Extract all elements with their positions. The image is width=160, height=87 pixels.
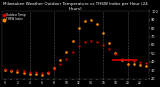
Point: [4, 68, 6, 69]
Point: [108, 49, 111, 50]
Point: [145, 65, 147, 67]
Point: [77, 45, 80, 47]
Point: [47, 71, 49, 73]
Point: [28, 73, 31, 74]
Point: [77, 27, 80, 29]
Point: [120, 60, 123, 61]
Point: [41, 74, 43, 75]
Point: [71, 40, 74, 41]
Point: [114, 53, 117, 54]
Point: [139, 61, 141, 63]
Point: [22, 72, 25, 74]
Point: [59, 63, 62, 64]
Point: [126, 60, 129, 61]
Point: [16, 71, 19, 73]
Point: [145, 62, 147, 63]
Point: [35, 71, 37, 73]
Point: [126, 63, 129, 64]
Point: [71, 51, 74, 52]
Point: [16, 70, 19, 71]
Point: [114, 54, 117, 55]
Point: [22, 71, 25, 72]
Point: [120, 58, 123, 59]
Legend: Outdoor Temp, THSW Index: Outdoor Temp, THSW Index: [4, 13, 26, 21]
Point: [102, 32, 104, 34]
Point: [90, 40, 92, 41]
Title: Milwaukee Weather Outdoor Temperature vs THSW Index per Hour (24 Hours): Milwaukee Weather Outdoor Temperature vs…: [3, 2, 148, 11]
Point: [96, 23, 98, 25]
Point: [108, 43, 111, 44]
Point: [65, 51, 68, 52]
Point: [139, 65, 141, 66]
Point: [96, 41, 98, 42]
Point: [65, 58, 68, 59]
Point: [102, 44, 104, 46]
Point: [4, 70, 6, 71]
Point: [59, 60, 62, 61]
Point: [53, 68, 55, 69]
Point: [84, 21, 86, 22]
Point: [132, 64, 135, 65]
Point: [47, 72, 49, 74]
Point: [90, 19, 92, 20]
Point: [35, 73, 37, 74]
Point: [28, 71, 31, 73]
Point: [132, 60, 135, 62]
Point: [41, 72, 43, 74]
Point: [10, 71, 12, 72]
Point: [53, 67, 55, 69]
Point: [84, 42, 86, 43]
Point: [10, 69, 12, 70]
